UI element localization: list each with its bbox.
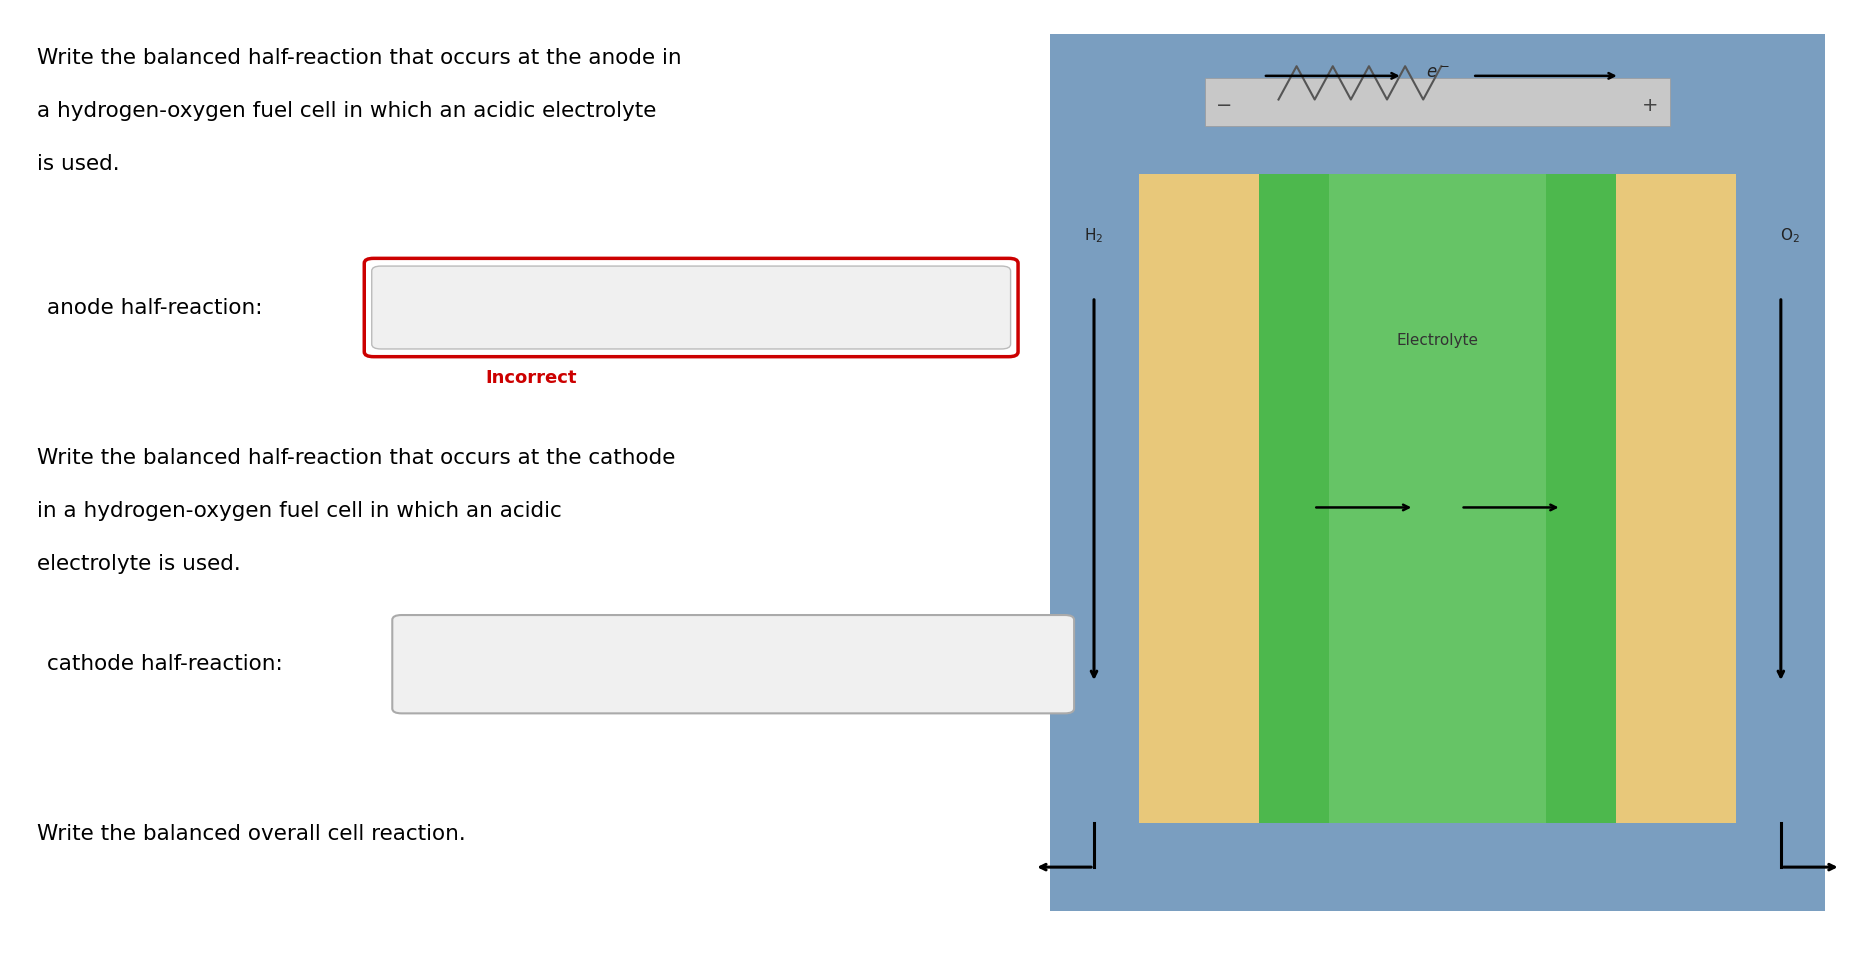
Bar	[1328, 174, 1547, 823]
Text: a hydrogen-oxygen fuel cell in which an acidic electrolyte: a hydrogen-oxygen fuel cell in which an …	[37, 101, 658, 121]
Text: cathode half-reaction:: cathode half-reaction:	[47, 655, 282, 674]
Text: Write the balanced half-reaction that occurs at the anode in: Write the balanced half-reaction that oc…	[37, 48, 682, 68]
Bar	[1050, 34, 1825, 174]
Text: anode half-reaction:: anode half-reaction:	[47, 298, 262, 317]
Text: Electrolyte: Electrolyte	[1397, 334, 1478, 348]
Text: is used.: is used.	[37, 154, 120, 174]
Text: Incorrect: Incorrect	[486, 369, 577, 388]
Text: Write the balanced overall cell reaction.: Write the balanced overall cell reaction…	[37, 824, 467, 844]
Text: Write the balanced half-reaction that occurs at the cathode: Write the balanced half-reaction that oc…	[37, 448, 676, 469]
Text: in a hydrogen-oxygen fuel cell in which an acidic: in a hydrogen-oxygen fuel cell in which …	[37, 501, 562, 522]
Bar	[1616, 174, 1735, 823]
Text: $\mathrm{H_2}$: $\mathrm{H_2}$	[1083, 227, 1104, 245]
Bar	[1050, 174, 1139, 823]
Bar	[1050, 823, 1825, 911]
Text: $\mathrm{O_2}$: $\mathrm{O_2}$	[1780, 227, 1801, 245]
Text: +: +	[1642, 96, 1659, 115]
Text: $e^-$: $e^-$	[1425, 65, 1450, 82]
Bar	[1139, 174, 1259, 823]
Text: electrolyte is used.: electrolyte is used.	[37, 554, 241, 575]
Bar	[1259, 174, 1616, 823]
Text: $\mathrm{O_2 + 4H^+ + 4e^- \longrightarrow 2H_2O}$: $\mathrm{O_2 + 4H^+ + 4e^- \longrightarr…	[424, 651, 706, 678]
FancyBboxPatch shape	[392, 615, 1074, 713]
FancyBboxPatch shape	[372, 266, 1011, 349]
Text: −: −	[1216, 96, 1233, 115]
Bar	[1205, 78, 1670, 126]
Bar	[1735, 174, 1825, 823]
Text: $\mathrm{2H_2 + 4e^- \longrightarrow 4H^+}$: $\mathrm{2H_2 + 4e^- \longrightarrow 4H^…	[402, 294, 607, 321]
